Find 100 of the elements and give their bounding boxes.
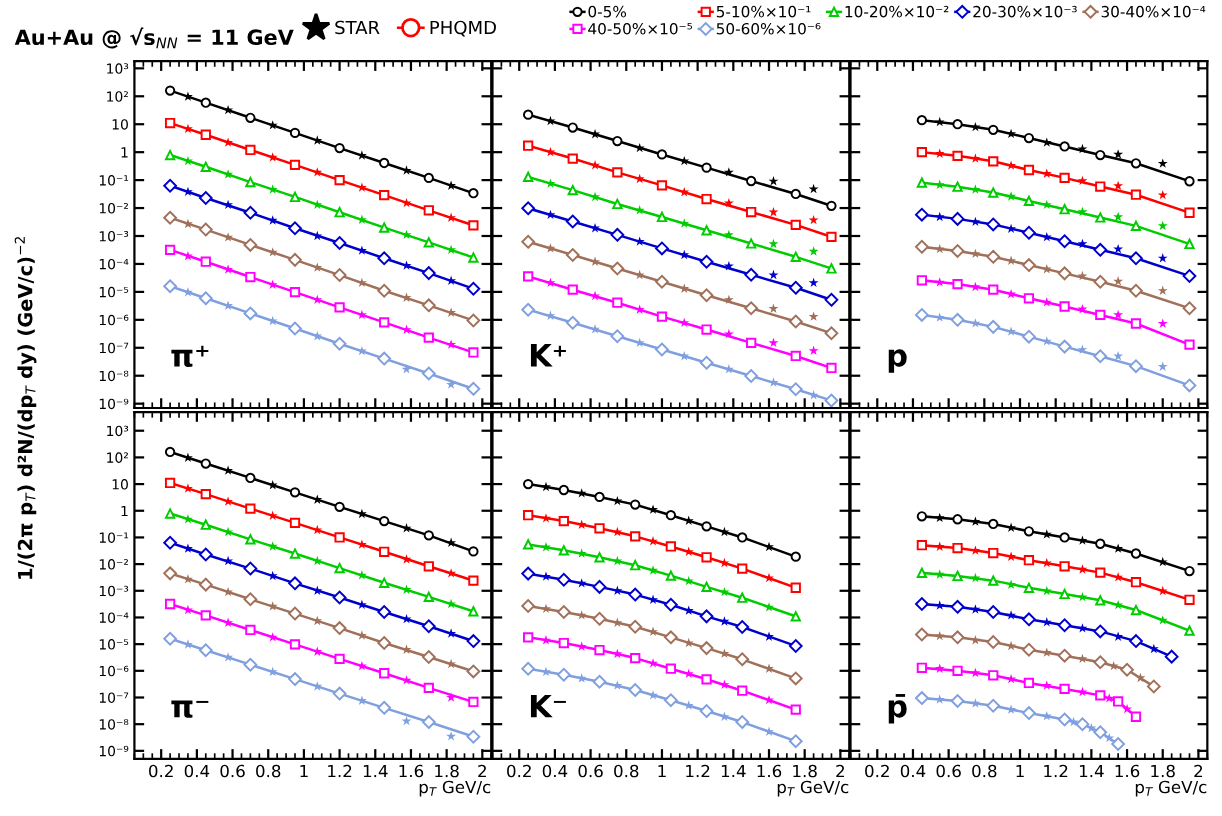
point — [826, 200, 837, 211]
point — [558, 545, 569, 556]
point — [200, 129, 211, 140]
point — [628, 683, 643, 697]
point — [468, 696, 479, 708]
point — [421, 298, 436, 313]
point — [1184, 238, 1195, 250]
point — [289, 639, 301, 650]
point — [289, 487, 301, 498]
point — [288, 606, 302, 621]
point — [934, 148, 945, 158]
point — [200, 458, 211, 469]
point — [1006, 191, 1017, 201]
point — [1113, 572, 1124, 582]
point — [183, 604, 193, 615]
point — [915, 597, 929, 611]
point — [198, 291, 213, 306]
point — [576, 610, 587, 620]
point — [1059, 588, 1070, 600]
point — [334, 532, 345, 543]
point — [746, 238, 757, 249]
point — [610, 261, 625, 276]
x-tick-label: 2 — [1194, 764, 1203, 778]
point — [1112, 696, 1124, 707]
point — [163, 535, 177, 550]
point — [223, 555, 234, 566]
point — [664, 693, 678, 708]
point — [701, 162, 712, 173]
point — [245, 112, 256, 123]
point — [245, 534, 256, 545]
point — [312, 555, 323, 566]
point — [746, 337, 757, 348]
point — [1129, 251, 1143, 266]
text: PHQMD — [430, 20, 496, 37]
point — [379, 222, 390, 233]
point — [592, 611, 607, 626]
point — [523, 478, 534, 490]
point — [164, 477, 176, 489]
point — [648, 565, 658, 575]
point — [1113, 309, 1124, 320]
point — [790, 188, 801, 200]
x-tick-label: 0.4 — [542, 764, 568, 778]
point — [655, 274, 669, 289]
x-tick-label: 1.8 — [435, 764, 459, 778]
x-axis-title: p$_{T}$ GeV/c — [419, 780, 491, 797]
point — [1023, 677, 1035, 689]
point — [163, 210, 177, 225]
point — [988, 156, 999, 167]
point — [735, 620, 750, 634]
point — [1184, 625, 1195, 636]
point — [377, 283, 392, 298]
x-tick-label: 2 — [836, 764, 844, 778]
point — [735, 652, 750, 667]
point — [1077, 175, 1088, 186]
point — [164, 598, 176, 610]
point — [332, 590, 347, 605]
point — [1095, 309, 1106, 321]
x-tick-label: 1.6 — [757, 764, 782, 778]
point — [466, 664, 481, 679]
point — [558, 637, 569, 649]
point — [699, 254, 714, 269]
point — [1077, 304, 1088, 314]
point — [1130, 577, 1142, 588]
point — [288, 321, 302, 336]
point — [764, 631, 774, 641]
point — [1059, 532, 1070, 543]
point — [245, 176, 256, 188]
point — [567, 153, 578, 164]
point — [1113, 211, 1124, 222]
point — [1086, 722, 1097, 733]
point — [468, 546, 479, 557]
point — [916, 511, 928, 522]
point — [468, 252, 479, 263]
x-tick-label: 1.2 — [686, 764, 710, 778]
point — [699, 641, 714, 655]
point — [223, 137, 234, 147]
point — [183, 91, 193, 101]
point — [701, 581, 712, 593]
point — [1095, 212, 1106, 223]
point — [164, 446, 176, 458]
point — [970, 318, 981, 328]
point — [934, 541, 945, 551]
point — [401, 715, 412, 726]
point — [1129, 634, 1143, 648]
x-tick-label: 0.8 — [256, 764, 281, 778]
point — [950, 212, 965, 226]
x-tick-label: 0.8 — [614, 764, 639, 778]
point — [468, 575, 479, 586]
point — [1130, 220, 1142, 232]
point — [737, 685, 748, 696]
point — [952, 181, 963, 192]
point — [163, 566, 177, 581]
point — [1023, 293, 1035, 304]
point — [1093, 349, 1108, 364]
point — [334, 562, 345, 574]
point — [567, 284, 578, 295]
point — [1184, 339, 1195, 350]
point — [701, 674, 712, 685]
x-tick-label: 0.2 — [865, 764, 889, 778]
point — [737, 592, 748, 603]
